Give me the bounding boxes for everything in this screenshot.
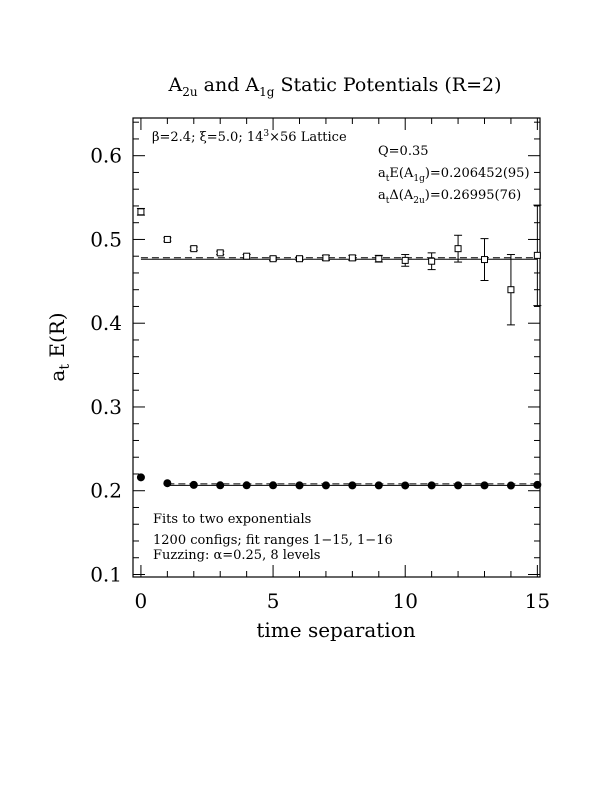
y-tick-label: 0.6	[90, 144, 122, 168]
data-point-a2u	[481, 256, 488, 264]
x-tick-label: 0	[135, 589, 148, 613]
fit-quality: Q=0.35	[378, 144, 429, 159]
plot-frame	[132, 117, 541, 578]
fit-energy-a1g: atE(A1g)=0.206452(95)	[378, 166, 530, 184]
series-a1g	[136, 473, 542, 490]
data-point-a2u	[428, 257, 436, 265]
note-configs: 1200 configs; fit ranges 1−15, 1−16	[153, 533, 393, 548]
data-point-a1g	[506, 481, 515, 490]
chart-title: A2u and A1g Static Potentials (R=2)	[168, 74, 502, 99]
data-point-a2u	[454, 245, 462, 253]
note-fits: Fits to two exponentials	[153, 512, 311, 527]
data-point-a2u	[137, 208, 145, 216]
data-point-a2u	[269, 255, 277, 263]
data-point-a1g	[348, 481, 357, 490]
data-point-a2u	[322, 254, 330, 262]
fit-lines	[140, 257, 538, 486]
data-point-a1g	[427, 481, 436, 490]
x-tick-label: 15	[525, 589, 550, 613]
y-tick-labels: 0.1 0.2 0.3 0.4 0.5 0.6	[90, 144, 122, 587]
x-tick-label: 10	[392, 589, 417, 613]
data-point-a1g	[401, 481, 410, 490]
note-fuzzing: Fuzzing: α=0.25, 8 levels	[153, 548, 320, 563]
data-point-a1g	[480, 481, 489, 490]
data-point-a1g	[216, 481, 225, 490]
data-point-a1g	[533, 480, 542, 489]
data-point-a2u	[243, 252, 251, 260]
data-point-a2u	[163, 235, 171, 243]
data-point-a2u	[348, 254, 356, 262]
data-point-a2u	[507, 286, 515, 294]
x-tick-label: 5	[267, 589, 280, 613]
data-point-a1g	[321, 481, 330, 490]
y-tick-label: 0.2	[90, 479, 122, 503]
lattice-label: β=2.4; ξ=5.0; 143×56 Lattice	[152, 129, 347, 145]
data-point-a1g	[163, 479, 172, 488]
data-point-a1g	[136, 473, 145, 482]
data-point-a1g	[295, 481, 304, 490]
data-point-a1g	[242, 481, 251, 490]
x-axis-label: time separation	[256, 618, 415, 642]
fit-gap-a2u: atΔ(A2u)=0.26995(76)	[378, 188, 521, 206]
data-point-a2u	[533, 251, 541, 259]
data-point-a1g	[189, 480, 198, 489]
y-tick-label: 0.1	[90, 562, 122, 586]
data-point-a2u	[296, 255, 303, 263]
data-point-a2u	[401, 256, 409, 264]
data-point-a2u	[216, 249, 224, 257]
y-axis-label: at E(R)	[45, 312, 73, 381]
y-tick-label: 0.4	[90, 311, 122, 335]
data-point-a1g	[454, 481, 463, 490]
axis-ticks	[133, 118, 540, 577]
data-point-a2u	[375, 255, 383, 263]
data-point-a2u	[190, 245, 198, 253]
y-tick-label: 0.3	[90, 395, 122, 419]
x-tick-labels: 0 5 10 15	[135, 589, 551, 613]
data-point-a1g	[269, 481, 278, 490]
series-a2u	[136, 204, 542, 326]
data-point-a1g	[374, 481, 383, 490]
y-tick-label: 0.5	[90, 227, 122, 251]
